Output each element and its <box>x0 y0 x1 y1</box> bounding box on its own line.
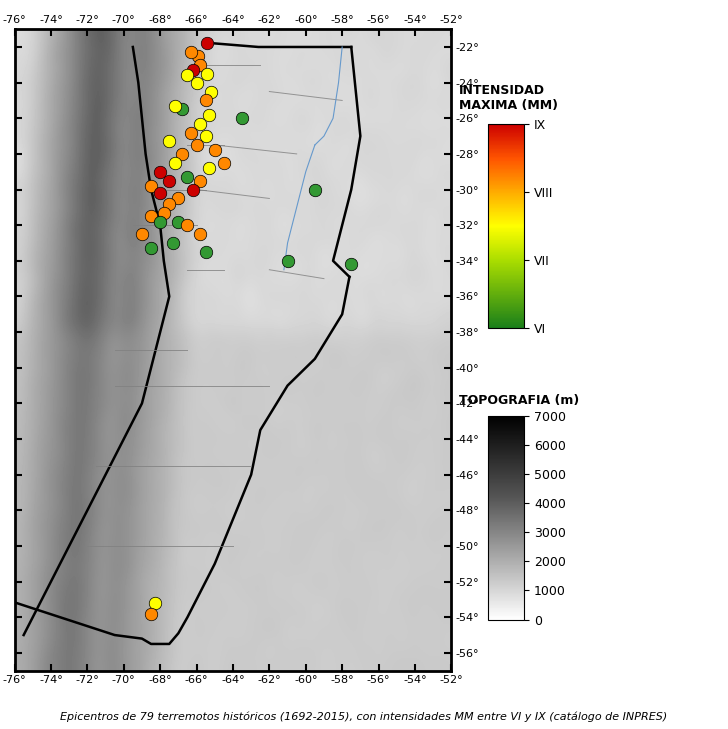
Text: INTENSIDAD
MAXIMA (MM): INTENSIDAD MAXIMA (MM) <box>459 85 558 112</box>
Text: TOPOGRAFIA (m): TOPOGRAFIA (m) <box>459 394 579 408</box>
Text: Epicentros de 79 terremotos históricos (1692-2015), con intensidades MM entre VI: Epicentros de 79 terremotos históricos (… <box>60 712 668 722</box>
